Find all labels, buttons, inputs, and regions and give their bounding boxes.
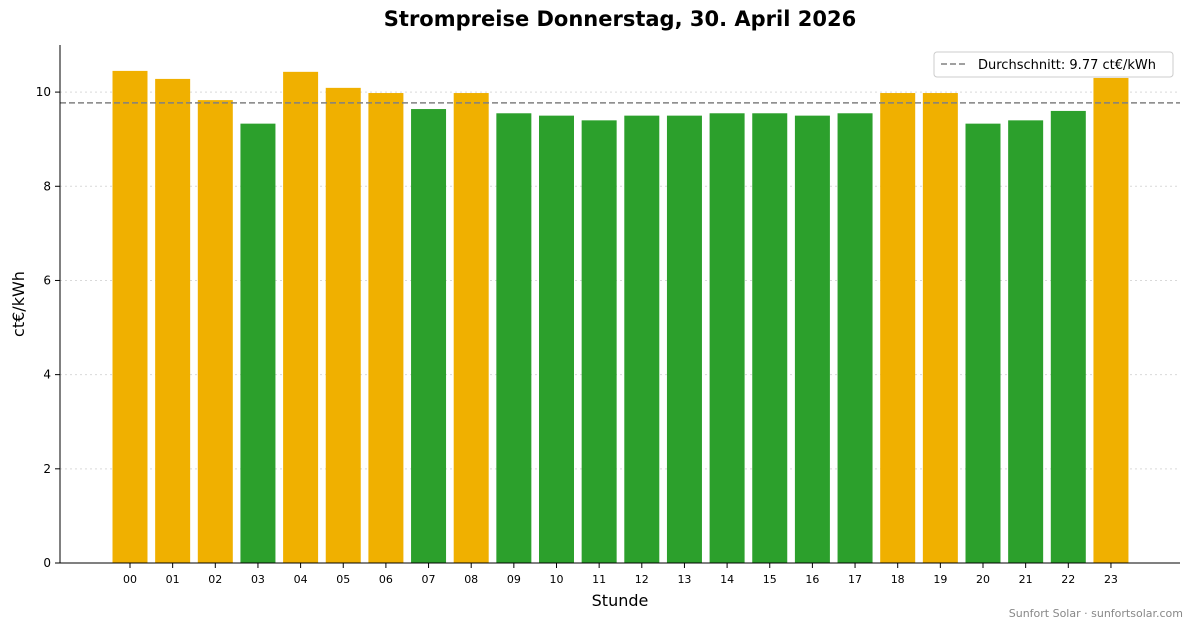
x-tick-label: 10: [550, 573, 564, 586]
legend-label-average: Durchschnitt: 9.77 ct€/kWh: [978, 58, 1156, 73]
legend-box: [933, 51, 1174, 78]
chart-title: Strompreise Donnerstag, 30. April 2026: [384, 7, 856, 31]
x-tick-label: 22: [1061, 573, 1075, 586]
x-tick-label: 07: [422, 573, 436, 586]
bar-hour-13: [666, 115, 702, 564]
x-tick-label: 08: [464, 573, 478, 586]
y-ticks: 0 2 4 6 8 10: [36, 85, 60, 570]
x-tick-label: 12: [635, 573, 649, 586]
x-tick-label: 21: [1019, 573, 1033, 586]
bar-hour-02: [197, 100, 233, 563]
bar-hour-12: [624, 115, 660, 564]
bar-hour-04: [283, 71, 319, 563]
x-tick-label: 09: [507, 573, 521, 586]
bar-hour-06: [368, 93, 404, 564]
bar-hour-08: [453, 93, 489, 564]
bar-hour-10: [539, 115, 574, 564]
bar-hour-22: [1050, 110, 1086, 563]
x-tick-label: 16: [805, 573, 819, 586]
x-tick-label: 14: [720, 573, 734, 586]
bar-hour-00: [112, 70, 148, 564]
x-tick-label: 04: [294, 573, 308, 586]
x-tick-label: 00: [123, 573, 137, 586]
x-tick-label: 02: [208, 573, 222, 586]
x-tick-label: 03: [251, 573, 265, 586]
y-axis-label: ct€/kWh: [9, 271, 28, 337]
x-tick-label: 15: [763, 573, 777, 586]
x-tick-label: 06: [379, 573, 393, 586]
y-tick-label: 8: [43, 179, 51, 193]
y-tick-label: 10: [36, 85, 51, 99]
bar-hour-17: [837, 113, 873, 564]
bar-hour-03: [240, 123, 276, 563]
x-tick-label: 20: [976, 573, 990, 586]
bars-group: [112, 70, 1129, 564]
x-ticks: 00 01 02 03 04 05 06 07 08 09 10 11 12 13 14 15 16 17 18 19…: [123, 563, 1118, 586]
x-tick-label: 01: [166, 573, 180, 586]
x-tick-label: 17: [848, 573, 862, 586]
x-tick-label: 05: [336, 573, 350, 586]
legend: Durchschnitt: 9.77 ct€/kWh: [933, 51, 1174, 78]
y-tick-label: 4: [43, 368, 51, 382]
x-tick-label: 18: [891, 573, 905, 586]
bar-hour-07: [411, 109, 447, 563]
bar-hour-01: [155, 78, 191, 563]
bar-hour-09: [496, 113, 532, 564]
bar-hour-19: [922, 93, 958, 564]
x-tick-label: 11: [592, 573, 606, 586]
y-tick-label: 2: [43, 462, 51, 476]
credit-text: Sunfort Solar · sunfortsolar.com: [1009, 607, 1183, 620]
x-tick-label: 13: [677, 573, 691, 586]
bar-hour-21: [1008, 120, 1044, 563]
x-tick-label: 23: [1104, 573, 1118, 586]
bar-hour-05: [325, 87, 361, 564]
bar-hour-18: [880, 93, 916, 564]
x-tick-label: 19: [933, 573, 947, 586]
bar-hour-11: [581, 120, 617, 563]
y-tick-label: 0: [43, 556, 51, 570]
bar-hour-16: [794, 115, 830, 564]
y-tick-label: 6: [43, 273, 51, 287]
bar-hour-23: [1093, 77, 1129, 564]
x-axis-label: Stunde: [592, 591, 649, 610]
bar-hour-15: [752, 113, 788, 564]
bar-hour-20: [965, 123, 1001, 563]
bar-hour-14: [709, 113, 745, 564]
